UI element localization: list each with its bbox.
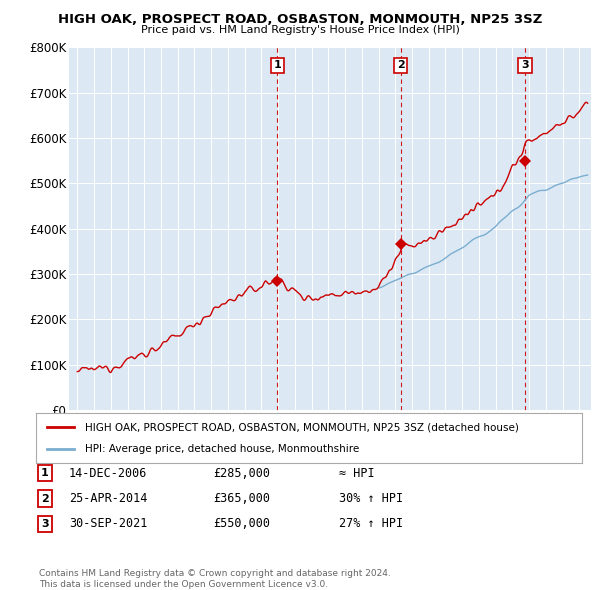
Text: 1: 1 <box>41 468 49 478</box>
Text: 3: 3 <box>41 519 49 529</box>
Text: Contains HM Land Registry data © Crown copyright and database right 2024.
This d: Contains HM Land Registry data © Crown c… <box>39 569 391 589</box>
Text: £550,000: £550,000 <box>213 517 270 530</box>
Text: 25-APR-2014: 25-APR-2014 <box>69 492 148 505</box>
Text: 30-SEP-2021: 30-SEP-2021 <box>69 517 148 530</box>
Text: 2: 2 <box>41 494 49 503</box>
Text: £365,000: £365,000 <box>213 492 270 505</box>
Text: 30% ↑ HPI: 30% ↑ HPI <box>339 492 403 505</box>
Text: HIGH OAK, PROSPECT ROAD, OSBASTON, MONMOUTH, NP25 3SZ (detached house): HIGH OAK, PROSPECT ROAD, OSBASTON, MONMO… <box>85 422 519 432</box>
Text: 3: 3 <box>521 60 529 70</box>
Text: ≈ HPI: ≈ HPI <box>339 467 374 480</box>
Text: Price paid vs. HM Land Registry's House Price Index (HPI): Price paid vs. HM Land Registry's House … <box>140 25 460 35</box>
Text: £285,000: £285,000 <box>213 467 270 480</box>
Text: 14-DEC-2006: 14-DEC-2006 <box>69 467 148 480</box>
Text: HIGH OAK, PROSPECT ROAD, OSBASTON, MONMOUTH, NP25 3SZ: HIGH OAK, PROSPECT ROAD, OSBASTON, MONMO… <box>58 13 542 26</box>
Text: 2: 2 <box>397 60 404 70</box>
Text: HPI: Average price, detached house, Monmouthshire: HPI: Average price, detached house, Monm… <box>85 444 359 454</box>
Text: 1: 1 <box>274 60 281 70</box>
Text: 27% ↑ HPI: 27% ↑ HPI <box>339 517 403 530</box>
